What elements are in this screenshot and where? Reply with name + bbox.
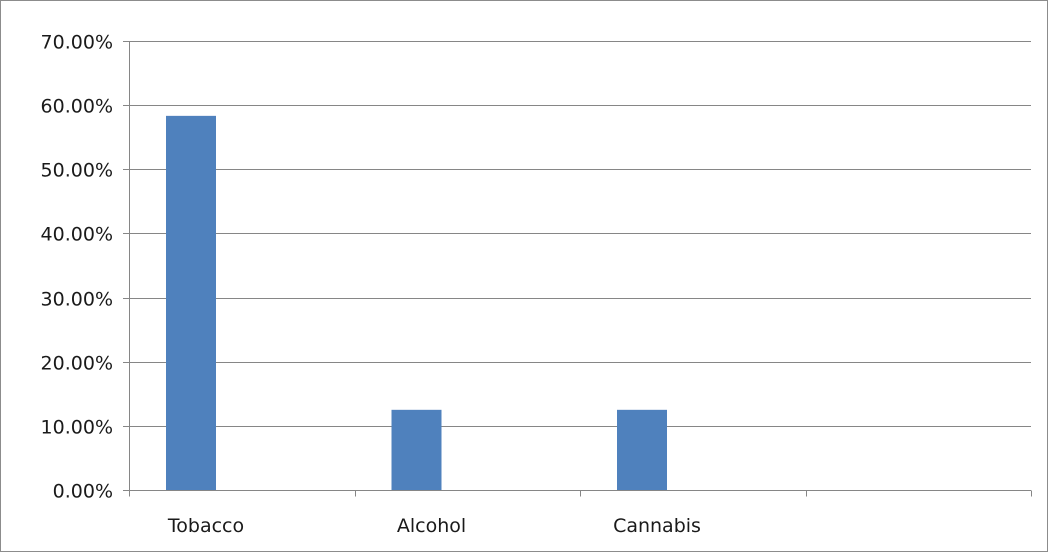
tick-labels: 0.00% 10.00% 20.00% 30.00% 40.00% 50.00% 60.00…: [41, 32, 701, 538]
gridlines: [129, 41, 1031, 427]
y-tick-label: 60.00%: [41, 96, 113, 118]
y-tick-label: 70.00%: [41, 32, 113, 54]
axes: [123, 41, 1032, 497]
x-category-label: Cannabis: [613, 515, 701, 537]
y-tick-label: 0.00%: [53, 481, 113, 503]
y-tick-label: 20.00%: [41, 353, 113, 375]
y-tick-label: 10.00%: [41, 417, 113, 439]
x-category-label: Tobacco: [167, 515, 244, 537]
y-tick-label: 40.00%: [41, 224, 113, 246]
y-tick-label: 50.00%: [41, 160, 113, 182]
y-tick-label: 30.00%: [41, 289, 113, 311]
bar: [166, 115, 216, 491]
bars: [166, 115, 667, 491]
bar: [391, 409, 442, 490]
x-category-label: Alcohol: [397, 515, 466, 537]
bar: [617, 409, 667, 490]
